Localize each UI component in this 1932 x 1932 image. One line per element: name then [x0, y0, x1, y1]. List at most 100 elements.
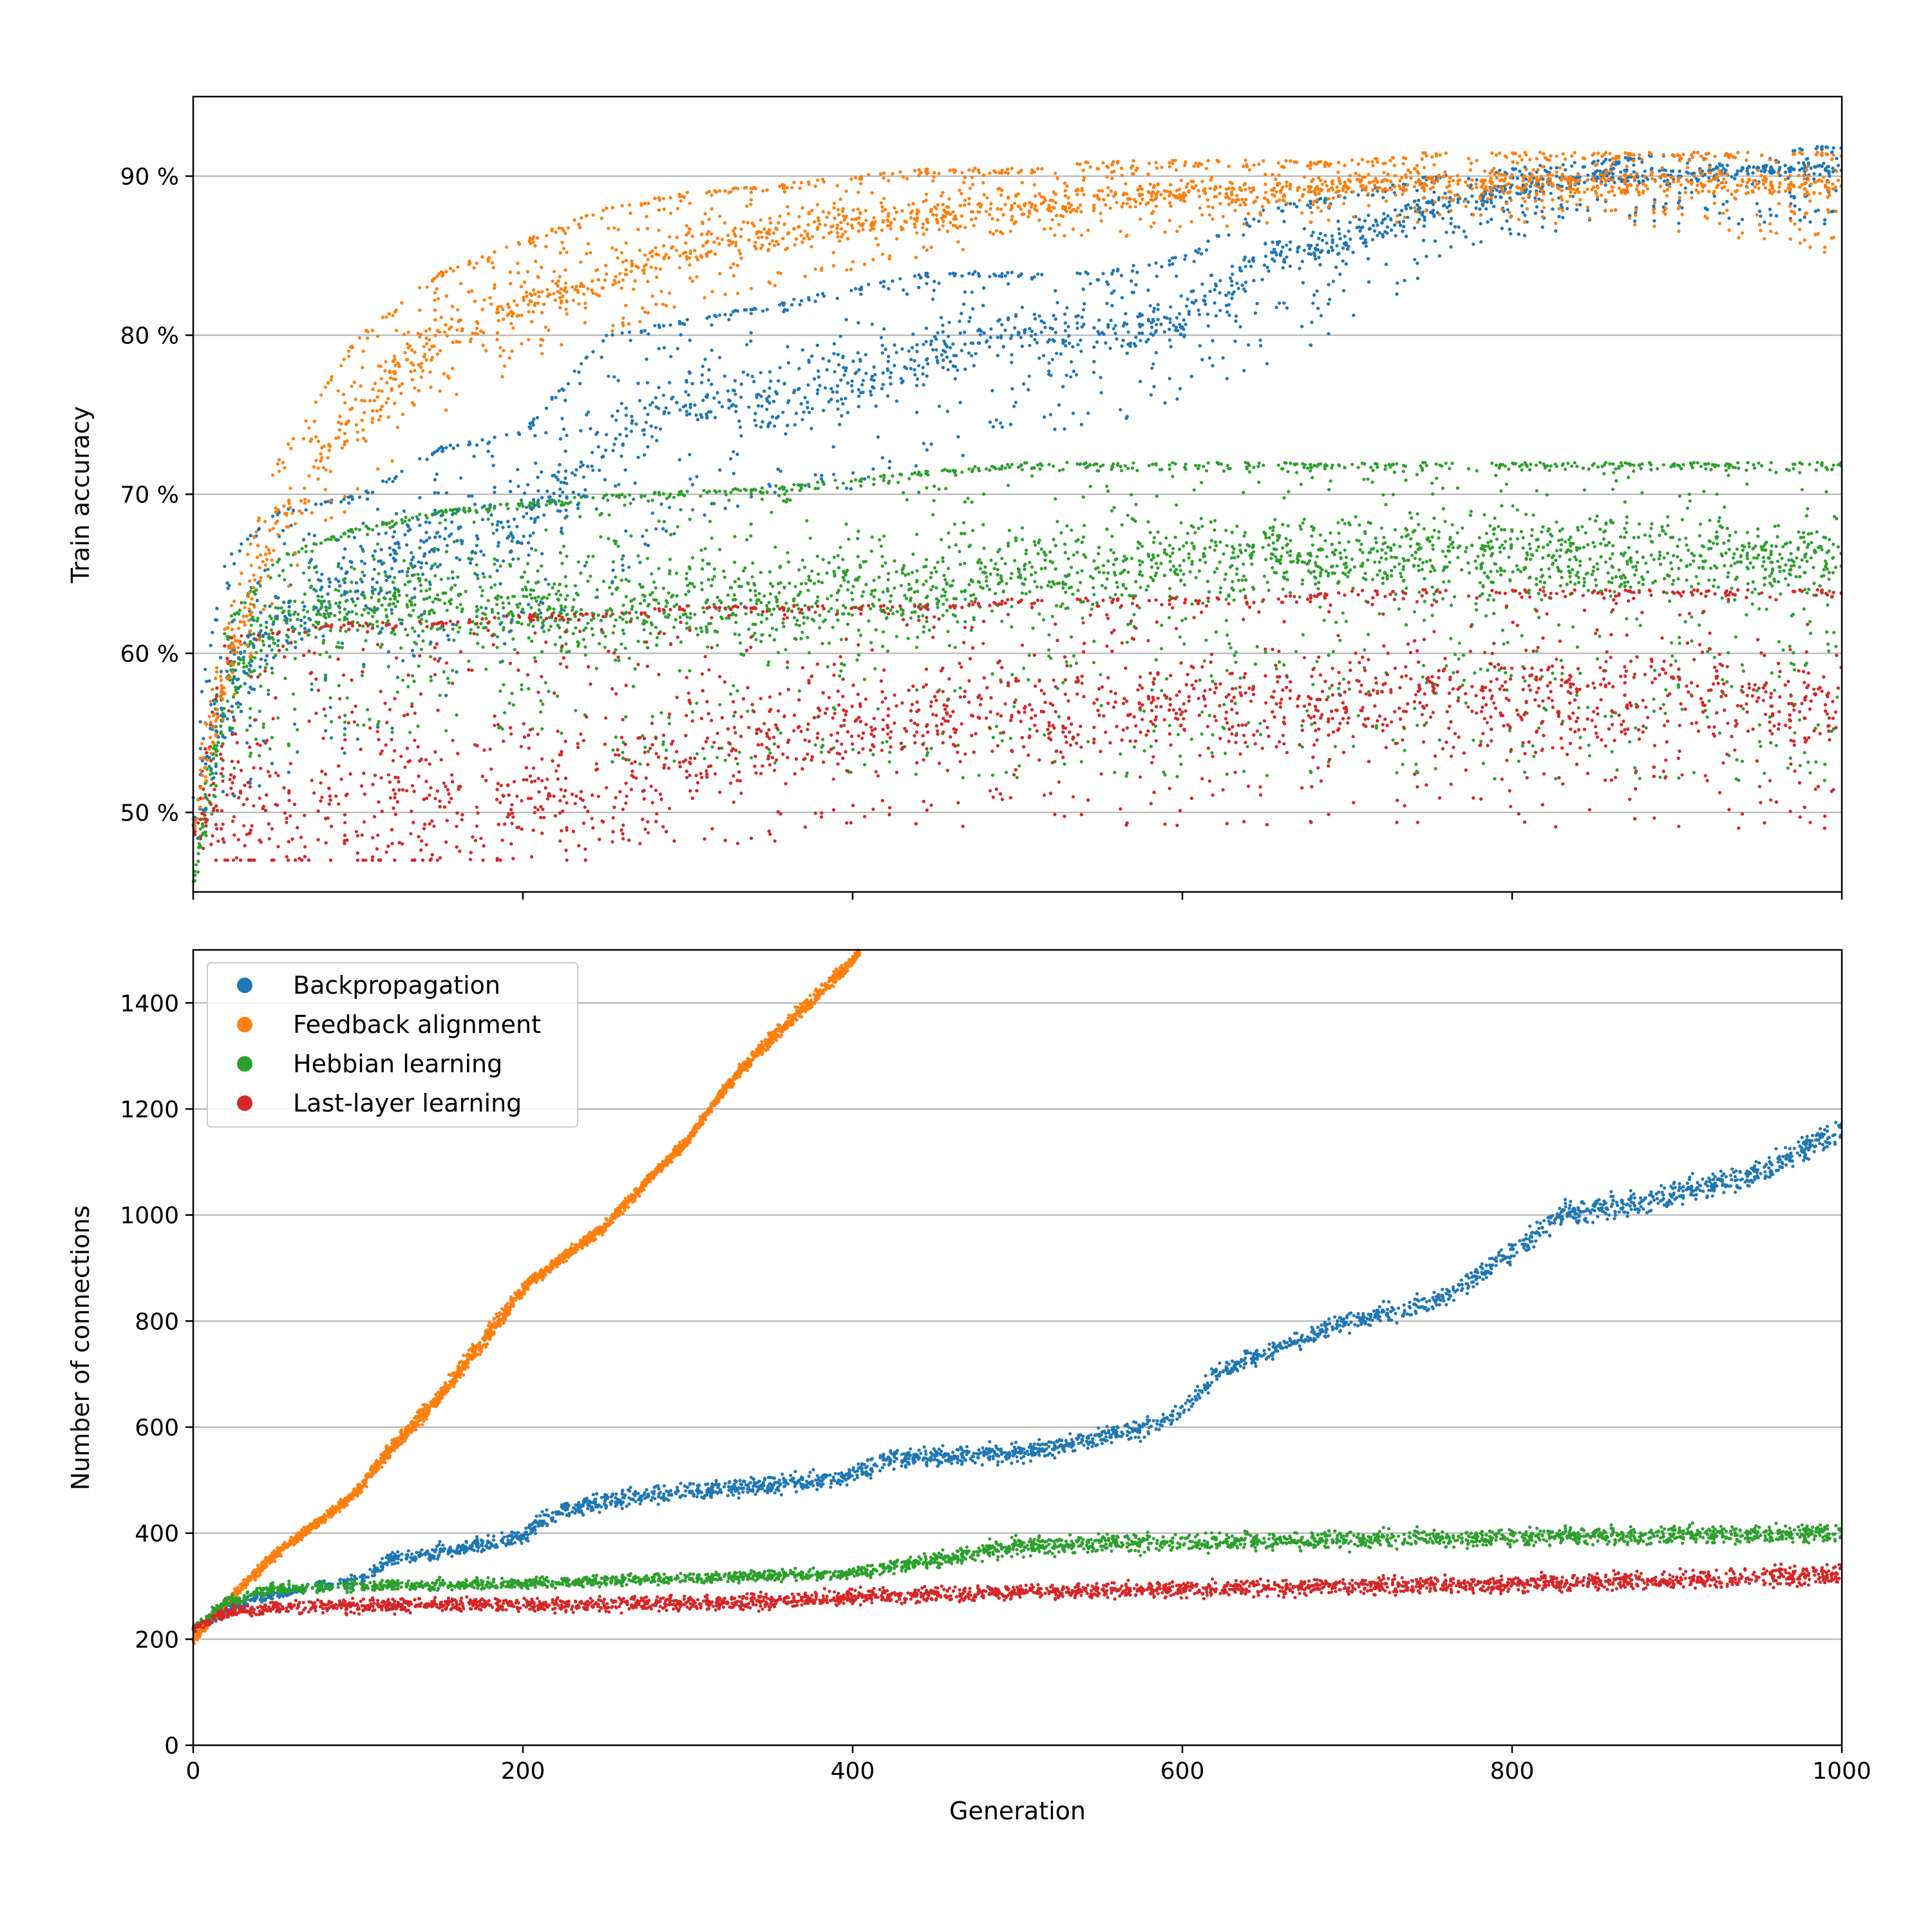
- data-point: [821, 738, 824, 741]
- data-point: [1595, 584, 1598, 587]
- data-point: [1623, 527, 1626, 530]
- data-point: [837, 566, 840, 569]
- data-point: [507, 601, 511, 605]
- data-point: [1432, 592, 1435, 596]
- data-point: [807, 574, 810, 578]
- data-point: [297, 550, 300, 553]
- data-point: [1081, 569, 1084, 573]
- data-point: [900, 568, 904, 571]
- data-point: [1106, 571, 1110, 574]
- data-point: [1482, 762, 1485, 765]
- data-point: [667, 613, 670, 616]
- data-point: [1745, 469, 1748, 472]
- data-point: [354, 527, 357, 531]
- data-point: [1363, 649, 1366, 652]
- data-point: [1068, 586, 1071, 589]
- data-point: [661, 743, 665, 746]
- data-point: [476, 633, 479, 636]
- data-point: [1784, 542, 1787, 545]
- data-point: [1828, 571, 1831, 574]
- data-point: [1757, 462, 1760, 465]
- data-point: [695, 627, 698, 630]
- data-point: [1510, 674, 1513, 677]
- data-point: [1707, 547, 1710, 551]
- data-point: [220, 730, 223, 734]
- data-point: [1817, 723, 1820, 726]
- data-point: [922, 565, 925, 569]
- data-point: [1448, 561, 1451, 564]
- data-point: [1389, 546, 1392, 549]
- data-point: [1502, 547, 1506, 550]
- data-point: [822, 558, 825, 561]
- data-point: [724, 490, 727, 493]
- data-point: [739, 641, 742, 645]
- data-point: [1193, 531, 1197, 535]
- data-point: [1537, 538, 1540, 541]
- data-point: [1091, 603, 1094, 606]
- data-point: [645, 529, 648, 532]
- data-point: [1001, 739, 1004, 743]
- data-point: [1576, 645, 1579, 649]
- data-point: [988, 588, 991, 591]
- data-point: [1493, 777, 1496, 781]
- data-point: [668, 558, 672, 561]
- data-point: [1204, 639, 1208, 642]
- data-point: [1190, 737, 1193, 741]
- data-point: [1799, 764, 1802, 767]
- data-point: [1834, 565, 1837, 569]
- data-point: [1470, 510, 1473, 513]
- data-point: [1417, 564, 1420, 567]
- data-point: [863, 763, 866, 766]
- data-point: [1598, 527, 1602, 531]
- data-point: [1575, 549, 1578, 552]
- data-point: [938, 488, 941, 491]
- data-point: [1203, 547, 1206, 550]
- data-point: [872, 605, 875, 608]
- data-point: [1213, 549, 1217, 552]
- data-point: [1800, 558, 1803, 562]
- data-point: [1695, 575, 1698, 578]
- data-point: [1366, 477, 1369, 480]
- data-point: [418, 513, 421, 516]
- data-point: [1741, 549, 1745, 552]
- data-point: [1303, 561, 1306, 564]
- data-point: [1164, 536, 1168, 540]
- data-point: [1354, 515, 1358, 518]
- data-point: [1480, 565, 1483, 569]
- data-point: [608, 586, 611, 589]
- data-point: [337, 684, 341, 687]
- data-point: [1582, 545, 1586, 549]
- data-point: [1208, 590, 1211, 593]
- data-point: [1820, 463, 1823, 466]
- data-point: [1374, 536, 1378, 540]
- data-point: [1413, 706, 1416, 710]
- data-point: [970, 580, 973, 583]
- data-point: [996, 550, 999, 553]
- data-point: [1522, 546, 1525, 549]
- data-point: [675, 571, 678, 574]
- data-point: [1230, 564, 1233, 567]
- data-point: [337, 641, 340, 644]
- data-point: [254, 737, 258, 741]
- data-point: [1452, 546, 1455, 549]
- data-point: [417, 616, 421, 619]
- data-point: [840, 662, 843, 665]
- data-point: [1793, 668, 1796, 672]
- data-point: [1478, 536, 1481, 539]
- data-point: [1429, 570, 1432, 573]
- data-point: [1569, 580, 1572, 583]
- data-point: [909, 616, 913, 620]
- data-point: [1685, 544, 1688, 547]
- data-point: [511, 614, 515, 618]
- data-point: [1443, 520, 1446, 523]
- data-point: [851, 748, 855, 751]
- data-point: [1267, 589, 1270, 592]
- data-point: [1235, 573, 1238, 576]
- data-point: [947, 545, 951, 549]
- data-point: [1179, 762, 1182, 766]
- data-point: [606, 498, 609, 502]
- data-point: [1745, 613, 1748, 616]
- data-point: [1141, 560, 1144, 564]
- data-point: [258, 754, 261, 757]
- data-point: [1618, 569, 1621, 572]
